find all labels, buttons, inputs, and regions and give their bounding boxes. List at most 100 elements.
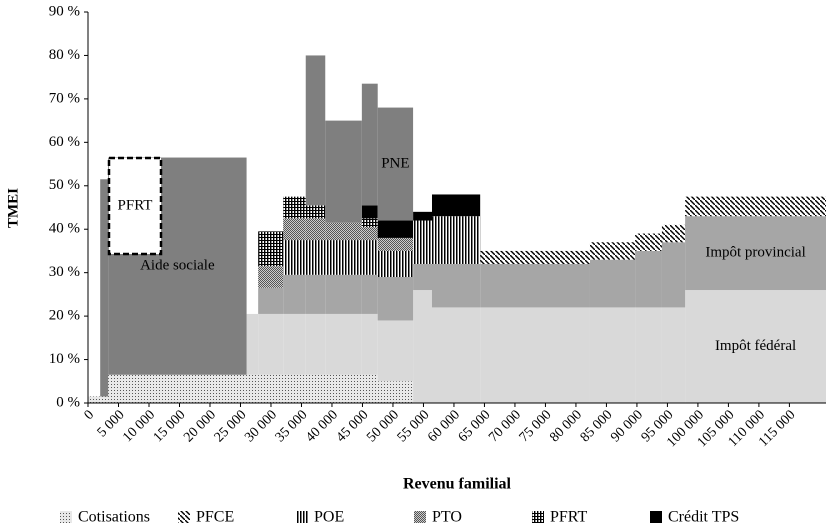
x-tick-label: 70 000	[486, 407, 524, 445]
legend-label: POE	[314, 509, 344, 526]
area-segment	[431, 216, 481, 264]
area-segment	[589, 242, 636, 260]
x-tick-label: 65 000	[456, 407, 494, 445]
x-tick-label: 85 000	[578, 407, 616, 445]
area-segment	[685, 290, 826, 403]
legend-swatch	[60, 511, 72, 523]
area-segment	[283, 196, 306, 219]
area-segment	[258, 287, 284, 314]
area-segment	[413, 211, 432, 221]
area-segment	[305, 374, 326, 403]
x-axis-title: Revenu familial	[403, 476, 512, 493]
area-segment	[589, 259, 636, 308]
x-tick-label: 0	[82, 407, 98, 423]
y-tick-label: 10 %	[49, 351, 80, 367]
area-label: Aide sociale	[140, 258, 215, 274]
area-segment	[377, 220, 414, 238]
y-tick-label: 30 %	[49, 264, 80, 280]
x-tick-label: 55 000	[395, 407, 433, 445]
legend-swatch	[296, 511, 308, 523]
area-segment	[361, 240, 378, 275]
area-segment	[283, 313, 306, 375]
area-segment	[377, 250, 414, 278]
area-segment	[635, 233, 662, 251]
y-tick-label: 70 %	[49, 90, 80, 106]
area-segment	[480, 250, 590, 264]
x-tick-label: 45 000	[334, 407, 372, 445]
area-segment	[685, 196, 826, 217]
legend-swatch	[178, 511, 190, 523]
legend-label: PTO	[432, 509, 462, 526]
area-segment	[480, 307, 590, 403]
area-segment	[361, 227, 378, 241]
area-segment	[361, 83, 378, 206]
area-segment	[283, 374, 306, 403]
legend-label: Crédit TPS	[668, 509, 739, 526]
area-segment	[431, 307, 481, 403]
x-tick-label: 20 000	[181, 407, 219, 445]
area-segment	[325, 374, 362, 403]
area-segment	[100, 179, 109, 397]
area-segment	[377, 381, 414, 403]
area-segment	[325, 222, 362, 241]
legend-label: Cotisations	[78, 509, 150, 526]
x-tick-label: 80 000	[547, 407, 585, 445]
y-axis-title: TMEI	[5, 188, 21, 228]
area-segment	[377, 277, 414, 321]
area-segment	[283, 240, 306, 275]
x-tick-label: 40 000	[303, 407, 341, 445]
x-tick-label: 75 000	[517, 407, 555, 445]
area-segment	[361, 274, 378, 314]
area-segment	[108, 374, 247, 403]
x-tick-label: 35 000	[273, 407, 311, 445]
area-segment	[325, 120, 362, 223]
area-segment	[88, 396, 101, 403]
area-segment	[325, 240, 362, 275]
area-segment	[589, 307, 636, 403]
area-segment	[377, 237, 414, 251]
area-segment	[361, 374, 378, 403]
area-segment	[305, 205, 326, 219]
area-label: Impôt provincial	[705, 245, 805, 261]
area-segment	[283, 274, 306, 314]
legend-swatch	[650, 511, 662, 523]
area-segment	[661, 242, 686, 308]
legend-swatch	[414, 511, 426, 523]
area-segment	[431, 194, 481, 217]
area-segment	[258, 313, 284, 375]
area-segment	[305, 274, 326, 314]
area-segment	[305, 240, 326, 275]
area-segment	[685, 216, 826, 291]
x-tick-label: 25 000	[212, 407, 250, 445]
area-segment	[100, 396, 109, 403]
area-segment	[305, 313, 326, 375]
area-segment	[305, 218, 326, 241]
area-segment	[635, 250, 662, 308]
area-label: Impôt fédéral	[715, 338, 796, 354]
area-segment	[377, 320, 414, 382]
area-segment	[661, 224, 686, 243]
y-tick-label: 20 %	[49, 308, 80, 324]
area-segment	[661, 307, 686, 403]
area-segment	[258, 231, 284, 267]
y-tick-label: 0 %	[56, 394, 80, 410]
area-segment	[283, 218, 306, 241]
area-segment	[480, 263, 590, 308]
area-segment	[325, 274, 362, 314]
y-tick-label: 80 %	[49, 47, 80, 63]
area-segment	[635, 307, 662, 403]
legend-swatch	[532, 511, 544, 523]
annotation: PFRT	[118, 197, 153, 213]
y-tick-label: 50 %	[49, 177, 80, 193]
area-segment	[246, 374, 259, 403]
plot-area	[88, 55, 826, 403]
x-tick-label: 30 000	[242, 407, 280, 445]
area-segment	[361, 218, 378, 228]
area-segment	[246, 313, 259, 375]
legend-label: PFRT	[550, 509, 588, 526]
area-segment	[377, 107, 414, 221]
area-segment	[413, 263, 432, 291]
area-segment	[361, 313, 378, 375]
area-segment	[413, 220, 432, 264]
area-segment	[258, 374, 284, 403]
